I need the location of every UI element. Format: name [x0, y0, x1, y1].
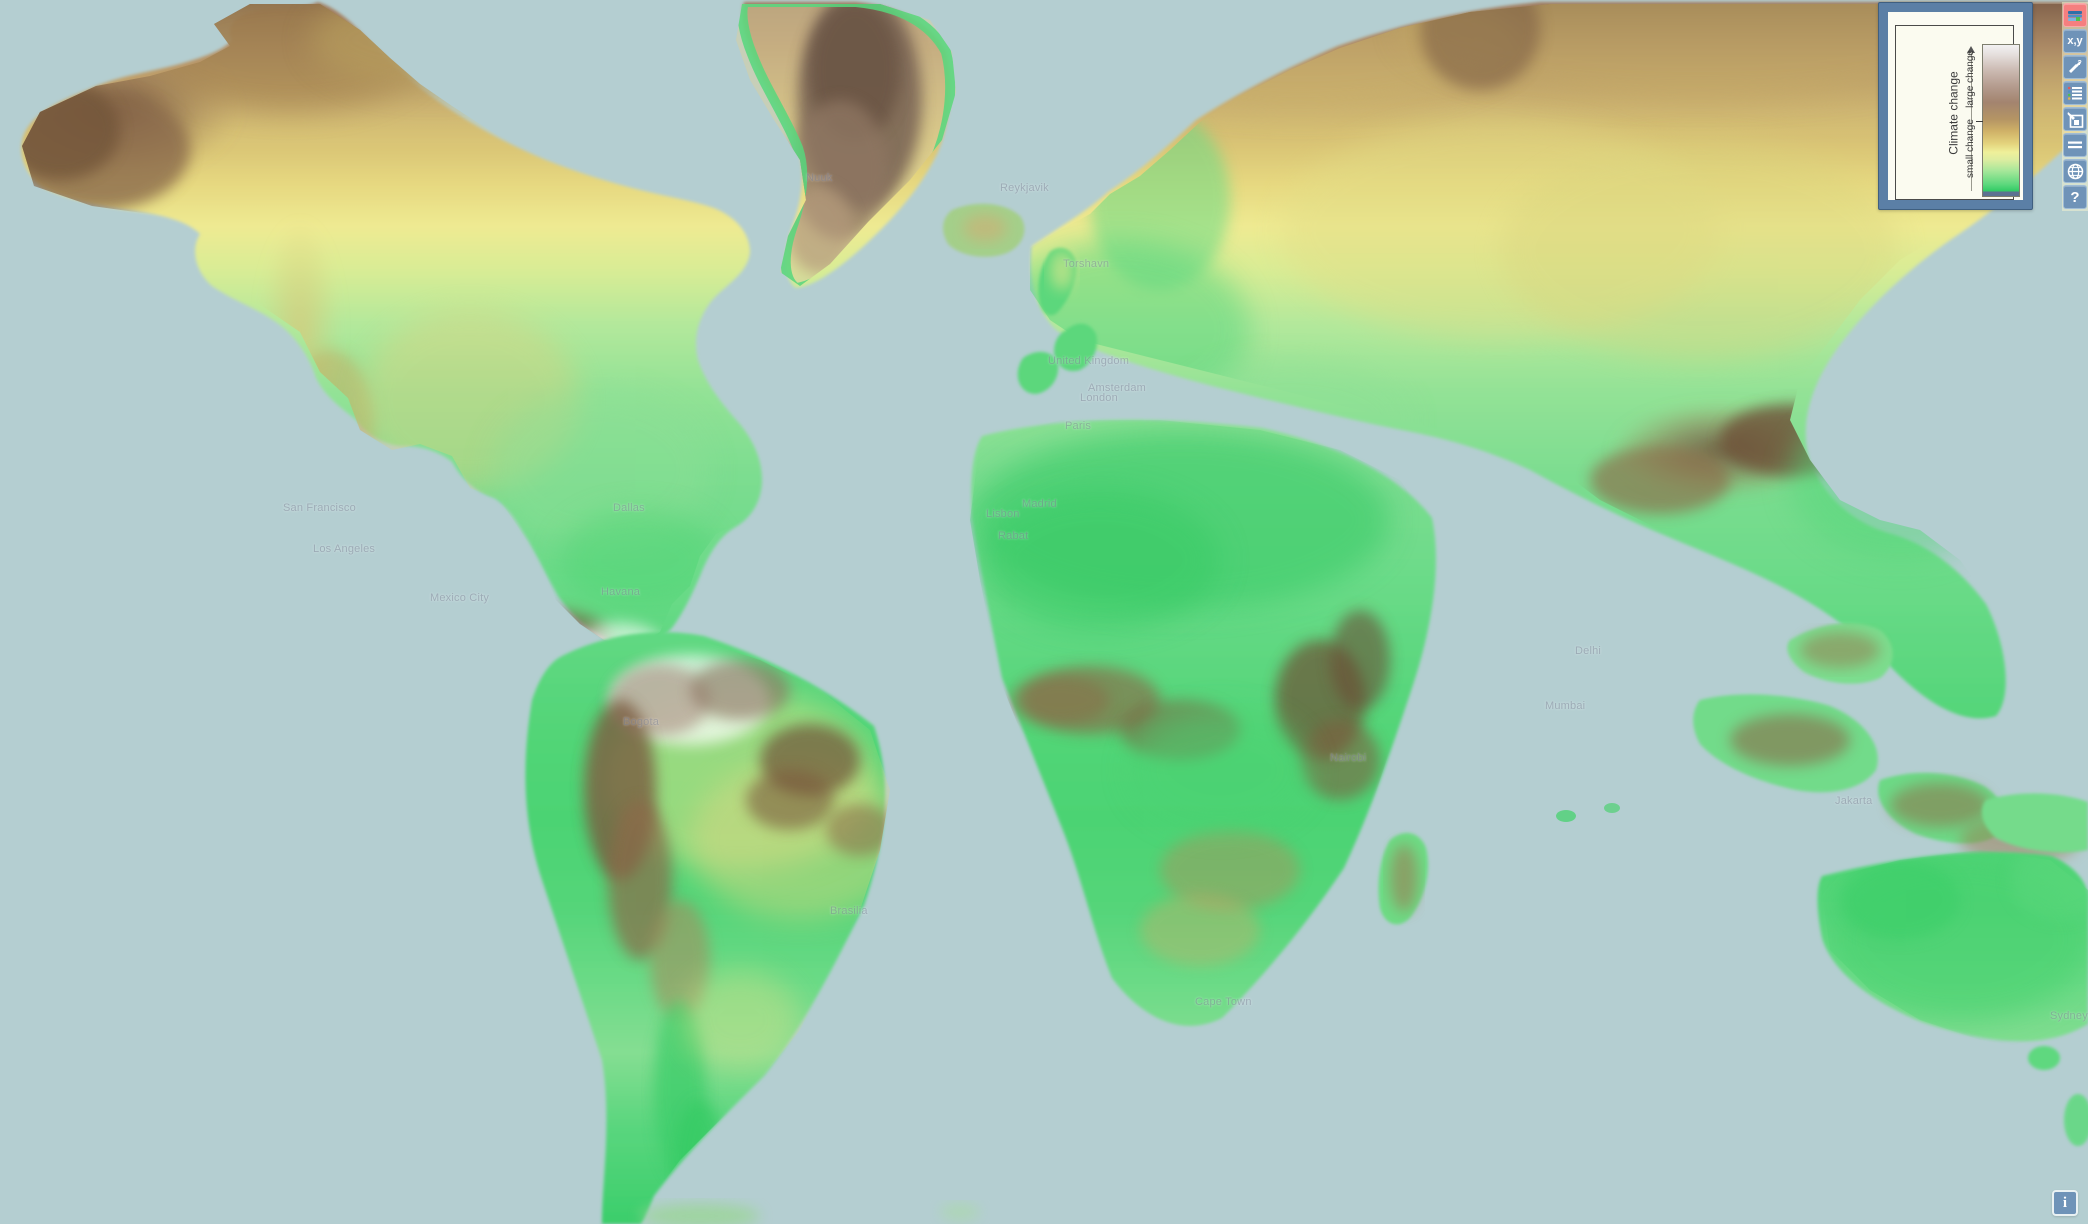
scale-button[interactable]: [2063, 133, 2087, 157]
legend-colorbar-tick: [1976, 121, 1983, 123]
layer-list-icon: [2067, 86, 2082, 100]
xy-coordinates-icon: x,y: [2067, 34, 2083, 47]
axis-label-small-change: small change: [1965, 119, 1976, 178]
legend-panel[interactable]: Climate change large change small change: [1878, 2, 2033, 210]
legend-frame: Climate change large change small change: [1895, 25, 2020, 200]
globe-button[interactable]: [2063, 159, 2087, 183]
landmass-madagascar: [1378, 833, 1429, 925]
landmass-misc-islands: [640, 803, 1620, 1224]
books-icon: [2068, 11, 2082, 21]
pointer-question-icon: ?: [2069, 60, 2082, 73]
globe-icon: [2067, 163, 2083, 179]
legend-colorbar: [1982, 44, 2020, 197]
legend-axis: large change small change: [1958, 46, 1986, 193]
landmass-south-america: [525, 632, 890, 1224]
question-mark-icon: ?: [2070, 188, 2080, 206]
layers-button[interactable]: [2063, 81, 2087, 105]
legend-panel-inner: Climate change large change small change: [1888, 12, 2023, 200]
axis-arrow-icon: [1967, 46, 1975, 53]
equals-bars-icon: [2068, 141, 2082, 149]
info-button[interactable]: i: [2052, 1190, 2078, 1216]
coordinates-button[interactable]: x,y: [2063, 29, 2087, 53]
save-pointer-icon: [2067, 111, 2083, 128]
legend-colorbar-gradient: [1983, 45, 2019, 196]
landmass-british-isles: [1017, 247, 1098, 394]
axis-label-large-change: large change: [1965, 50, 1976, 108]
landmass-africa: [970, 419, 1436, 1026]
identify-button[interactable]: ?: [2063, 55, 2087, 79]
landmass-southeast-asia: [1693, 623, 2088, 864]
map-toolbar[interactable]: x,y ?: [2062, 2, 2088, 211]
help-button[interactable]: ?: [2063, 185, 2087, 209]
landmass-iceland: [943, 203, 1025, 257]
legend-button[interactable]: [2063, 3, 2087, 27]
svg-text:?: ?: [2078, 60, 2082, 67]
save-button[interactable]: [2063, 107, 2087, 131]
info-icon: i: [2062, 1194, 2068, 1211]
axis-line: [1971, 52, 1972, 191]
